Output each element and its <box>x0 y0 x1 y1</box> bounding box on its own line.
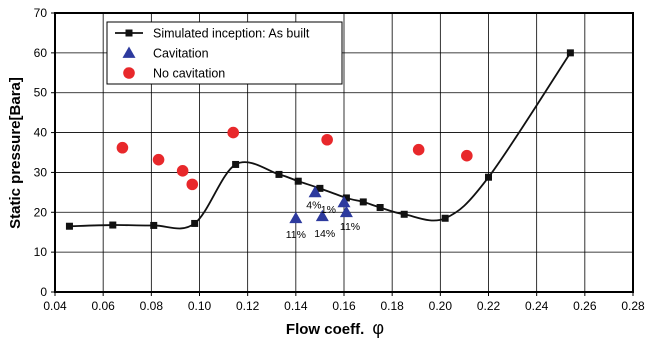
x-tick-label: 0.18 <box>380 299 404 313</box>
y-tick-label: 10 <box>34 245 48 259</box>
legend-marker <box>125 29 133 37</box>
cavitation-point <box>289 211 303 224</box>
simulated-point <box>359 198 367 206</box>
no-cavitation-point <box>412 143 425 156</box>
cavitation-point <box>308 185 322 198</box>
y-tick-label: 20 <box>34 205 48 219</box>
x-tick-label: 0.24 <box>525 299 549 313</box>
x-tick-label: 0.10 <box>188 299 212 313</box>
y-tick-label: 60 <box>34 46 48 60</box>
no-cavitation-point <box>227 126 240 139</box>
simulated-point <box>485 173 492 181</box>
simulated-point <box>376 204 384 212</box>
y-tick-label: 40 <box>34 126 48 140</box>
x-tick-label: 0.12 <box>236 299 260 313</box>
legend-box <box>106 21 343 85</box>
x-axis-title-text: Flow coeff. <box>286 321 364 338</box>
x-axis-title: Flow coeff. φ <box>286 318 384 338</box>
simulated-point <box>232 160 240 168</box>
cavitation-percent-label: 11% <box>286 229 306 241</box>
simulated-point <box>400 210 408 218</box>
simulated-point <box>342 194 350 202</box>
simulated-point <box>275 170 283 178</box>
simulated-point <box>65 222 73 230</box>
legend-label: Simulated inception: As built <box>153 27 310 41</box>
legend-label: Cavitation <box>153 47 209 61</box>
no-cavitation-point <box>152 153 165 166</box>
simulated-point <box>316 184 324 192</box>
y-axis-title: Static pressure[Bara] <box>7 77 24 229</box>
y-tick-label: 50 <box>34 86 48 100</box>
y-tick-label: 70 <box>34 6 48 20</box>
x-axis-title-symbol: φ <box>372 318 384 338</box>
cavitation-percent-label: 1% <box>321 204 336 216</box>
no-cavitation-point <box>116 141 129 154</box>
legend-marker <box>123 67 135 79</box>
cavitation-percent-label: 14% <box>314 228 335 240</box>
simulated-point <box>441 214 449 222</box>
x-tick-label: 0.22 <box>477 299 501 313</box>
no-cavitation-point <box>321 133 333 146</box>
cavitation-point <box>339 205 353 218</box>
legend-label: No cavitation <box>153 67 225 81</box>
y-tick-label: 0 <box>40 285 47 299</box>
simulated-point <box>150 221 158 229</box>
simulated-point <box>294 177 302 185</box>
no-cavitation-point <box>176 165 189 177</box>
simulated-point <box>566 49 574 57</box>
x-tick-label: 0.04 <box>43 299 67 313</box>
x-tick-label: 0.16 <box>332 299 356 313</box>
simulated-point <box>109 221 117 229</box>
data-marks <box>65 49 574 230</box>
cavitation-percent-label: 11% <box>340 221 360 233</box>
cavitation-point <box>337 195 351 208</box>
x-tick-label: 0.14 <box>284 299 308 313</box>
tick-labels: 0.04 0.06 0.08 0.10 0.12 0.14 0.16 0.18 0.20 0.22… <box>34 6 645 313</box>
no-cavitation-point <box>461 149 473 162</box>
cavitation-percent-label: 4% <box>306 199 321 211</box>
simulated-point <box>191 219 199 227</box>
x-tick-label: 0.20 <box>429 299 453 313</box>
annotations: 11% 4% 1% 14% 11% <box>286 199 360 241</box>
legend-marker <box>122 46 136 58</box>
cavitation-point <box>315 209 329 222</box>
x-tick-label: 0.06 <box>91 299 115 313</box>
y-tick-label: 30 <box>34 165 48 179</box>
x-tick-label: 0.26 <box>573 299 597 313</box>
x-tick-label: 0.08 <box>140 299 164 313</box>
no-cavitation-point <box>186 178 199 191</box>
x-tick-label: 0.28 <box>621 299 645 313</box>
legend: Simulated inception: As built Cavitation N… <box>106 21 343 85</box>
